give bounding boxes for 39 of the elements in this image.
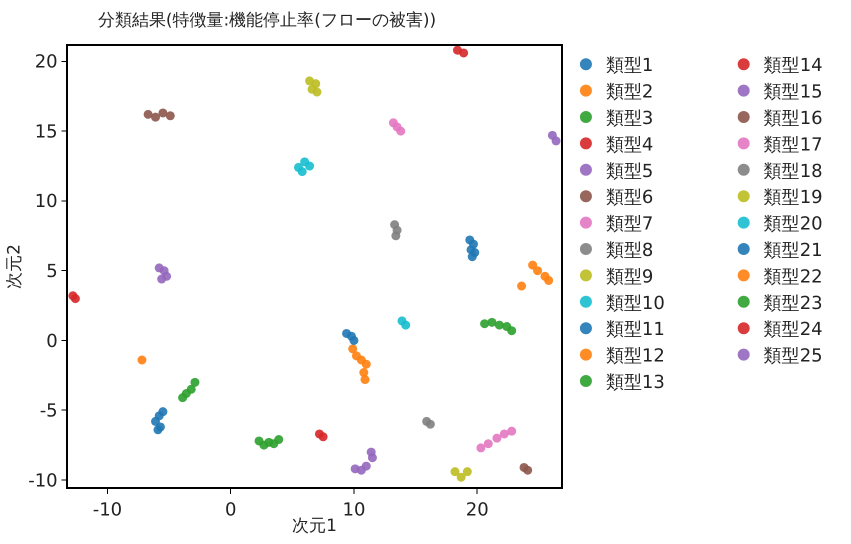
y-tick-label: 20 xyxy=(34,52,58,73)
y-tick-label: 0 xyxy=(46,330,58,352)
legend-label: 類型20 xyxy=(764,214,823,235)
x-tick-label: 0 xyxy=(224,499,236,520)
legend-label: 類型4 xyxy=(606,134,654,156)
x-axis-title: 次元1 xyxy=(292,516,337,536)
legend-label: 類型7 xyxy=(606,214,654,235)
legend-label: 類型13 xyxy=(606,372,665,394)
legend-label: 類型15 xyxy=(764,82,823,103)
legend-label: 類型21 xyxy=(764,240,823,262)
y-tick-label: -5 xyxy=(40,400,58,422)
legend-label: 類型24 xyxy=(764,319,823,340)
chart-title: 分類結果(特徴量:機能停止率(フローの被害)) xyxy=(98,10,436,30)
x-tick-label: -10 xyxy=(92,499,122,520)
legend-label: 類型19 xyxy=(764,187,823,208)
legend-label: 類型9 xyxy=(606,266,654,288)
legend-label: 類型25 xyxy=(764,346,823,367)
legend-label: 類型23 xyxy=(764,292,823,314)
y-tick-label: 10 xyxy=(34,191,58,212)
legend-label: 類型17 xyxy=(764,134,823,156)
legend-label: 類型14 xyxy=(764,55,823,76)
legend-label: 類型11 xyxy=(606,319,665,340)
legend-label: 類型3 xyxy=(606,108,654,130)
y-axis-title: 次元2 xyxy=(4,244,24,289)
y-tick-label: 5 xyxy=(46,260,58,282)
legend-label: 類型5 xyxy=(606,160,654,182)
legend-label: 類型16 xyxy=(764,108,823,130)
y-tick-label: -10 xyxy=(28,470,58,492)
legend-label: 類型12 xyxy=(606,346,665,367)
y-tick-label: 15 xyxy=(34,121,58,142)
legend-label: 類型6 xyxy=(606,187,654,208)
legend-label: 類型1 xyxy=(606,55,654,76)
x-tick-label: 10 xyxy=(342,499,366,520)
legend-label: 類型10 xyxy=(606,292,665,314)
legend-label: 類型22 xyxy=(764,266,823,288)
legend-label: 類型8 xyxy=(606,240,654,262)
x-tick-label: 20 xyxy=(466,499,489,520)
legend-label: 類型18 xyxy=(764,160,823,182)
legend-label: 類型2 xyxy=(606,82,654,103)
